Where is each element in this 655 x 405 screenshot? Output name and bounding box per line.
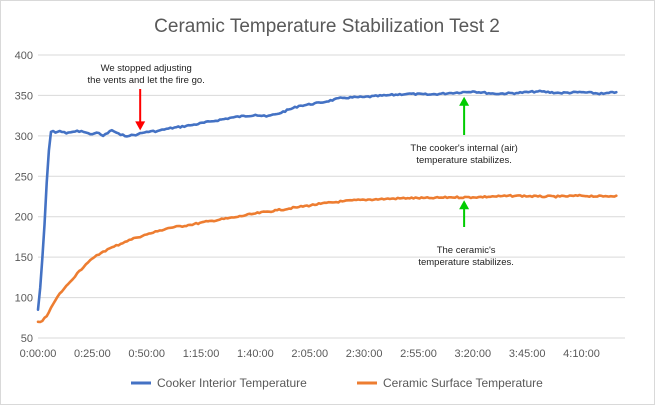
x-tick-label: 0:50:00 [128,348,165,360]
annotation-text: the vents and let the fire go. [88,75,205,86]
x-tick-label: 2:30:00 [346,348,383,360]
x-tick-label: 4:10:00 [563,348,600,360]
y-axis-ticks: 50 100 150 200 250 300 350 400 [15,50,33,345]
x-tick-label: 0:25:00 [74,348,111,360]
annotation-text: The ceramic's [437,245,496,256]
arrow-head [459,200,470,210]
cooker-interior-temperature-line [36,89,618,311]
x-tick-label: 1:15:00 [183,348,220,360]
arrow-head [459,96,470,106]
y-tick-label: 300 [15,131,33,143]
legend-label: Cooker Interior Temperature [157,376,307,390]
y-tick-label: 100 [15,293,33,305]
plot-series [36,89,618,324]
chart-title: Ceramic Temperature Stabilization Test 2 [154,16,500,37]
y-tick-label: 150 [15,252,33,264]
annotation-text: We stopped adjusting [101,63,192,74]
legend-label: Ceramic Surface Temperature [383,376,543,390]
y-tick-label: 200 [15,212,33,224]
annotation-2: The cooker's internal (air)temperature s… [410,96,518,166]
x-axis-ticks: 0:00:00 0:25:00 0:50:00 1:15:00 1:40:00 2:05:… [20,348,600,360]
y-tick-label: 250 [15,171,33,183]
y-tick-label: 50 [21,333,33,345]
x-tick-label: 2:55:00 [400,348,437,360]
legend: Cooker Interior Temperature Ceramic Surfa… [131,376,543,390]
x-tick-label: 3:45:00 [509,348,546,360]
annotation-text: temperature stabilizes. [418,257,514,268]
annotation-text: The cooker's internal (air) [410,143,517,154]
x-tick-label: 1:40:00 [237,348,274,360]
x-tick-label: 2:05:00 [291,348,328,360]
arrow-head [135,121,146,131]
y-tick-label: 350 [15,90,33,102]
y-tick-label: 400 [15,50,33,62]
ceramic-surface-temperature-line [36,193,618,324]
x-tick-label: 0:00:00 [20,348,57,360]
x-tick-label: 3:20:00 [454,348,491,360]
annotation-text: temperature stabilizes. [416,155,512,166]
